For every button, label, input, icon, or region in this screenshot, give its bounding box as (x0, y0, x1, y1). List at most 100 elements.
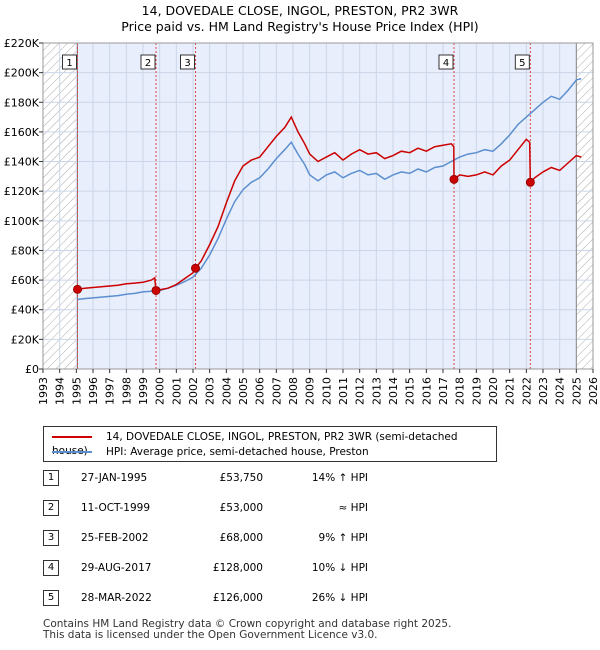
x-tick-label: 2014 (387, 377, 400, 405)
chart-title: 14, DOVEDALE CLOSE, INGOL, PRESTON, PR2 … (141, 3, 459, 18)
y-tick-label: £200K (4, 67, 40, 80)
transaction-hpi: 26% ↓ HPI (311, 592, 368, 604)
sale-label: 3 (184, 58, 190, 69)
table-row: 4 29-AUG-2017 £128,000 10% ↓ HPI (43, 560, 543, 580)
legend-swatch-price (52, 436, 92, 438)
x-tick-label: 2024 (554, 377, 567, 405)
x-tick-label: 2000 (154, 377, 167, 405)
legend: 14, DOVEDALE CLOSE, INGOL, PRESTON, PR2 … (43, 426, 497, 462)
hatched-region-left (43, 43, 78, 369)
transaction-number: 4 (43, 560, 59, 576)
hatched-region-right (576, 43, 593, 369)
table-row: 5 28-MAR-2022 £126,000 26% ↓ HPI (43, 590, 543, 610)
y-tick-label: £20K (11, 333, 40, 346)
transaction-price: £126,000 (212, 592, 263, 604)
y-tick-label: £180K (4, 96, 40, 109)
x-tick-label: 2010 (320, 377, 333, 405)
sale-label-box (514, 54, 530, 70)
x-tick-label: 2004 (220, 377, 233, 405)
table-row: 3 25-FEB-2002 £68,000 9% ↑ HPI (43, 530, 543, 550)
transaction-price: £53,750 (219, 472, 263, 484)
legend-swatch-hpi (52, 451, 92, 453)
x-tick-label: 2002 (187, 377, 200, 405)
y-tick-label: £120K (4, 185, 40, 198)
y-tick-label: £60K (11, 274, 40, 287)
x-tick-label: 2026 (587, 377, 600, 405)
sale-point (73, 284, 82, 294)
transaction-hpi: 14% ↑ HPI (311, 472, 368, 484)
x-tick-label: 1998 (120, 377, 133, 405)
y-tick-label: £80K (11, 244, 40, 257)
x-tick-label: 2023 (537, 377, 550, 405)
footer-copyright: Contains HM Land Registry data © Crown c… (43, 618, 452, 630)
y-tick-label: £220K (4, 37, 40, 50)
sale-label-box (180, 54, 195, 70)
sale-point (525, 177, 535, 187)
legend-label-hpi: HPI: Average price, semi-detached house,… (106, 446, 369, 458)
sale-label-box (62, 54, 77, 70)
x-tick-label: 2013 (370, 377, 383, 405)
legend-item-price: 14, DOVEDALE CLOSE, INGOL, PRESTON, PR2 … (52, 430, 496, 457)
x-tick-label: 2011 (337, 377, 350, 405)
table-row: 2 11-OCT-1999 £53,000 ≈ HPI (43, 500, 543, 520)
sale-point (449, 174, 459, 184)
y-tick-label: £140K (4, 156, 40, 169)
sale-label: 1 (66, 58, 72, 69)
plot-border (42, 42, 594, 370)
y-tick-label: £0 (25, 363, 39, 376)
x-tick-label: 2009 (304, 377, 317, 405)
x-tick-label: 2015 (404, 377, 417, 405)
sale-label: 2 (145, 58, 151, 69)
x-tick-label: 2006 (254, 377, 267, 405)
x-tick-label: 1997 (104, 377, 117, 405)
x-tick-label: 1999 (137, 377, 150, 405)
sale-label-box (140, 54, 156, 70)
x-tick-label: 2018 (454, 377, 467, 405)
x-tick-label: 2003 (204, 377, 217, 405)
x-tick-label: 1994 (54, 377, 67, 405)
transaction-date: 29-AUG-2017 (81, 562, 152, 574)
x-tick-label: 2022 (520, 377, 533, 405)
y-tick-label: £160K (4, 126, 40, 139)
x-tick-label: 2007 (270, 377, 283, 405)
y-tick-label: £40K (11, 304, 40, 317)
sale-point (151, 285, 161, 295)
sale-label: 4 (443, 58, 449, 69)
x-tick-label: 2005 (237, 377, 250, 405)
transaction-number: 5 (43, 590, 59, 606)
footer: Contains HM Land Registry data © Crown c… (43, 619, 451, 641)
transaction-date: 11-OCT-1999 (81, 502, 150, 514)
x-tick-label: 2001 (170, 377, 183, 405)
x-tick-label: 2017 (437, 377, 450, 405)
x-tick-label: 1993 (37, 377, 50, 405)
x-tick-label: 2008 (287, 377, 300, 405)
transaction-price: £68,000 (219, 532, 263, 544)
transaction-number: 3 (43, 530, 59, 546)
x-tick-label: 1996 (87, 377, 100, 405)
sale-label-box (438, 54, 454, 70)
sale-point (191, 263, 200, 273)
footer-license: This data is licensed under the Open Gov… (43, 629, 378, 641)
transaction-date: 25-FEB-2002 (81, 532, 149, 544)
price-chart: 1 2 3 4 5 £0 £20K £40K £60K £80K £100K £120K £140K £1… (4, 37, 600, 405)
x-tick-label: 1995 (70, 377, 83, 405)
x-tick-label: 2019 (470, 377, 483, 405)
chart-subtitle: Price paid vs. HM Land Registry's House … (121, 19, 479, 34)
x-tick-label: 2025 (570, 377, 583, 405)
transaction-number: 1 (43, 470, 59, 486)
y-tick-label: £100K (4, 215, 40, 228)
transaction-hpi: ≈ HPI (338, 502, 368, 514)
transaction-price: £53,000 (219, 502, 263, 514)
x-tick-label: 2021 (504, 377, 517, 405)
shaded-period (77, 43, 577, 369)
transaction-hpi: 9% ↑ HPI (318, 532, 368, 544)
transaction-date: 27-JAN-1995 (81, 472, 148, 484)
legend-item-hpi: HPI: Average price, semi-detached house,… (52, 445, 369, 459)
transaction-date: 28-MAR-2022 (81, 592, 152, 604)
sale-label: 5 (519, 58, 525, 69)
x-tick-label: 2020 (487, 377, 500, 405)
transaction-hpi: 10% ↓ HPI (311, 562, 368, 574)
transaction-number: 2 (43, 500, 59, 516)
transaction-price: £128,000 (212, 562, 263, 574)
x-tick-label: 2016 (420, 377, 433, 405)
